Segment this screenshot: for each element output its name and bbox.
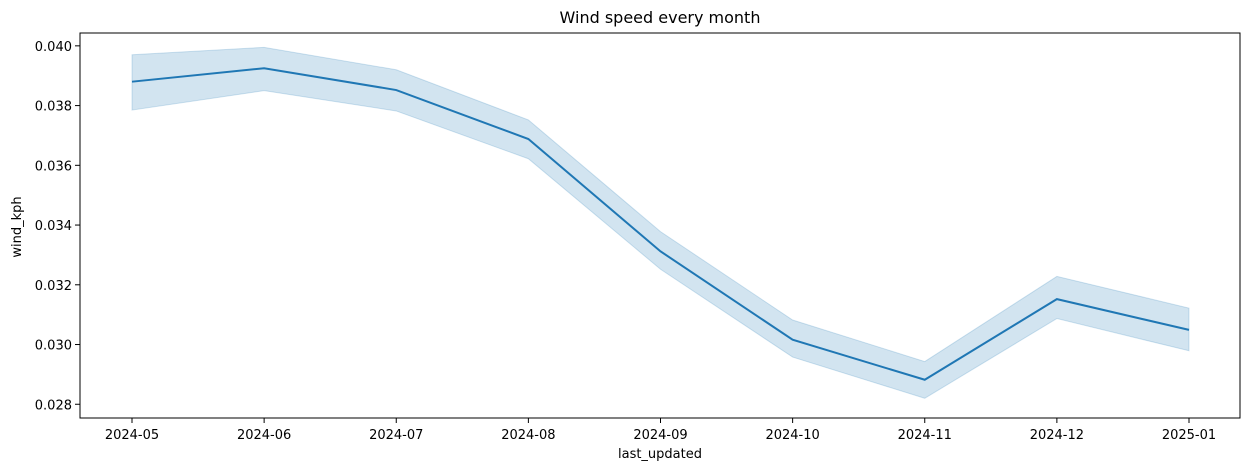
y-axis-label: wind_kph xyxy=(10,196,25,257)
y-tick-label: 0.032 xyxy=(35,279,72,294)
x-axis-label: last_updated xyxy=(618,447,702,462)
y-tick-label: 0.036 xyxy=(35,159,72,174)
y-tick-label: 0.030 xyxy=(35,339,72,354)
x-tick-label: 2024-11 xyxy=(898,428,952,443)
x-tick-label: 2024-07 xyxy=(369,428,423,443)
confidence-band xyxy=(131,46,1190,399)
x-tick-label: 2024-08 xyxy=(501,428,555,443)
chart-title: Wind speed every month xyxy=(560,8,761,27)
x-tick-label: 2024-05 xyxy=(105,428,159,443)
series-line xyxy=(131,67,1190,381)
x-tick-label: 2024-06 xyxy=(237,428,291,443)
plot-area: 2024-05 2024-06 2024-07 2024-08 2024-09 2024-… xyxy=(35,32,1241,443)
y-tick-label: 0.028 xyxy=(35,398,72,413)
x-tick-label: 2024-12 xyxy=(1030,428,1084,443)
x-tick-label: 2024-10 xyxy=(765,428,819,443)
y-tick-label: 0.040 xyxy=(35,40,72,55)
y-tick-label: 0.034 xyxy=(35,219,72,234)
y-tick-label: 0.038 xyxy=(35,100,72,115)
x-tick-label: 2025-01 xyxy=(1162,428,1216,443)
x-tick-label: 2024-09 xyxy=(633,428,687,443)
